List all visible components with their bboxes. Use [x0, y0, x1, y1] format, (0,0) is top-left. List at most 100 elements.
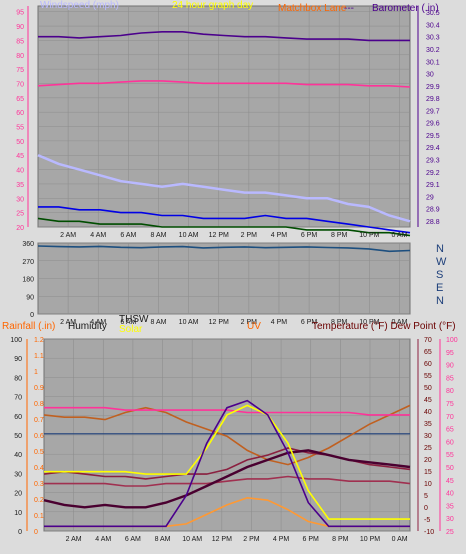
- rainfall-axis-label: Rainfall (.in): [2, 321, 55, 332]
- humidity-tick-label: 60: [446, 439, 454, 446]
- barometer-tick-label: 29.5: [426, 133, 440, 140]
- rainfall-tick-label: 100: [10, 337, 22, 344]
- direction-tick-label: 270: [22, 259, 34, 266]
- direction-label-n-top: N: [436, 243, 444, 255]
- humidity-tick-label: 35: [446, 503, 454, 510]
- temperature-tick-label: 35: [424, 421, 432, 428]
- x-tick-label: 6 AM: [120, 319, 136, 326]
- temperature-tick-label: 65: [424, 349, 432, 356]
- dew_point-series-line: [44, 475, 411, 487]
- uv-tick-label: 0.6: [34, 433, 44, 440]
- direction-label-e: E: [436, 282, 443, 294]
- humidity-tick-label: 55: [446, 452, 454, 459]
- windspeed-tick-label: 95: [16, 10, 24, 17]
- barometer-series-line: [38, 30, 410, 42]
- x-tick-label: 12 PM: [209, 232, 229, 239]
- rainfall-tick-label: 70: [14, 395, 22, 402]
- direction-label-s: S: [436, 269, 443, 281]
- barometer-tick-label: 30.3: [426, 35, 440, 42]
- chart-title: 24 hour graph day: [172, 0, 253, 11]
- solar_curve-series-line: [44, 399, 410, 528]
- temperature-tick-label: 5: [424, 493, 428, 500]
- humidity-tick-label: 50: [446, 465, 454, 472]
- barometer-tick-label: 29.7: [426, 108, 440, 115]
- x-tick-label: 12 PM: [209, 319, 229, 326]
- uv-tick-label: 1: [34, 369, 38, 376]
- windspeed-tick-label: 35: [16, 182, 24, 189]
- humidity-tick-label: 95: [446, 350, 454, 357]
- thsw-series-line: [43, 449, 411, 509]
- windspeed-tick-label: 50: [16, 139, 24, 146]
- temperature-tick-label: 25: [424, 445, 432, 452]
- uv-tick-label: 0: [34, 529, 38, 536]
- x-tick-label: 8 AM: [151, 232, 167, 239]
- rainfall-tick-label: 40: [14, 452, 22, 459]
- x-tick-label: 2 PM: [241, 319, 258, 326]
- rainfall-tick-label: 90: [14, 356, 22, 363]
- rainfall-tick-label: 0: [18, 529, 22, 536]
- x-tick-label: 6 PM: [303, 536, 320, 543]
- temperature-tick-label: 20: [424, 457, 432, 464]
- windspeed-tick-label: 75: [16, 67, 24, 74]
- humidity-tick-label: 25: [446, 529, 454, 536]
- x-tick-label: 8 PM: [332, 536, 349, 543]
- x-tick-label: 4 AM: [95, 536, 111, 543]
- uv-tick-label: 0.2: [34, 497, 44, 504]
- barometer-tick-label: 30.1: [426, 59, 440, 66]
- rainfall-tick-label: 10: [14, 510, 22, 517]
- x-tick-label: 0 AM: [391, 319, 407, 326]
- wind_direction-series-line: [37, 245, 411, 253]
- barometer-tick-label: 29.1: [426, 182, 440, 189]
- uv-tick-label: 0.8: [34, 401, 44, 408]
- barometer-tick-label: 29.4: [426, 145, 440, 152]
- direction-tick-label: 180: [22, 277, 34, 284]
- rainfall-tick-label: 30: [14, 471, 22, 478]
- direction-label-n-bottom: N: [436, 295, 444, 307]
- temperature-tick-label: 15: [424, 469, 432, 476]
- rainfall-tick-label: 60: [14, 414, 22, 421]
- windspeed-tick-label: 60: [16, 110, 24, 117]
- humidity-tick-label: 30: [446, 516, 454, 523]
- windspeed-tick-label: 70: [16, 81, 24, 88]
- x-tick-label: 10 AM: [182, 536, 202, 543]
- x-tick-label: 10 PM: [360, 536, 380, 543]
- x-tick-label: 2 AM: [60, 232, 76, 239]
- barometer-tick-label: 29.9: [426, 84, 440, 91]
- humidity-tick-label: 40: [446, 491, 454, 498]
- temperature-tick-label: 45: [424, 397, 432, 404]
- temperature-tick-label: 10: [424, 481, 432, 488]
- x-tick-label: 4 PM: [273, 536, 290, 543]
- temperature-tick-label: 50: [424, 385, 432, 392]
- barometer-tick-label: 29.8: [426, 96, 440, 103]
- humidity-tick-label: 70: [446, 414, 454, 421]
- x-tick-label: 0 AM: [391, 232, 407, 239]
- x-tick-label: 4 AM: [90, 319, 106, 326]
- windspeed-tick-label: 30: [16, 196, 24, 203]
- wind-series-line: [37, 217, 411, 237]
- thsw-label: THSW: [119, 314, 149, 325]
- barometer-tick-label: 30.2: [426, 47, 440, 54]
- humidity-axis-label: Humidity: [68, 321, 107, 332]
- humidity-tick-label: 65: [446, 427, 454, 434]
- uv-tick-label: 0.4: [34, 465, 44, 472]
- humidity-tick-label: 75: [446, 401, 454, 408]
- x-tick-label: 10 AM: [179, 319, 199, 326]
- windspeed-tick-label: 45: [16, 153, 24, 160]
- humidity-tick-label: 80: [446, 388, 454, 395]
- windspeed-tick-label: 80: [16, 53, 24, 60]
- direction-tick-label: 360: [22, 241, 34, 248]
- windspeed-tick-label: 25: [16, 211, 24, 218]
- x-tick-label: 0 AM: [392, 536, 408, 543]
- direction-tick-label: 0: [30, 312, 34, 319]
- uv-tick-label: 0.5: [34, 449, 44, 456]
- x-tick-label: 2 AM: [60, 319, 76, 326]
- humidity-tick-label: 100: [446, 337, 458, 344]
- uv-tick-label: 0.7: [34, 417, 44, 424]
- station-label: Matchbox Lane: [278, 3, 347, 14]
- x-tick-label: 6 AM: [125, 536, 141, 543]
- x-tick-label: 10 AM: [179, 232, 199, 239]
- temperature-tick-label: 55: [424, 373, 432, 380]
- x-tick-label: 2 PM: [243, 536, 260, 543]
